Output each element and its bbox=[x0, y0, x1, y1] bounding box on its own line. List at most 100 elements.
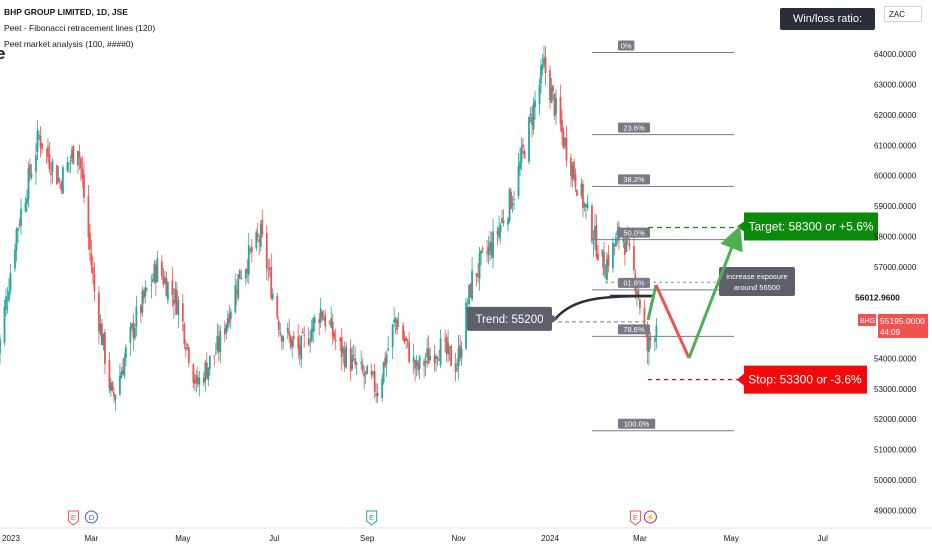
last-price-bg bbox=[878, 313, 928, 338]
candle-body bbox=[648, 336, 650, 352]
last-price-label: 55195.0000 bbox=[880, 316, 925, 326]
candle-body bbox=[166, 282, 169, 301]
y-tick-label: 52000.0000 bbox=[874, 415, 917, 424]
candle-body bbox=[394, 318, 397, 323]
candle-body bbox=[391, 324, 394, 347]
candle-body bbox=[570, 157, 572, 177]
candle-body bbox=[256, 233, 259, 238]
marker-circle bbox=[643, 510, 657, 524]
annotations: Trend: 55200 increase exposure around 5650… bbox=[467, 212, 928, 394]
symbol-title[interactable]: BHP GROUP LIMITED, 1D, JSE bbox=[4, 7, 128, 17]
target-label: Target: 58300 or +5.6% bbox=[748, 219, 873, 233]
y-tick-label: 57000.0000 bbox=[874, 263, 917, 272]
currency-button[interactable]: ZAC bbox=[884, 6, 922, 22]
dividend-marker-icon[interactable]: D bbox=[84, 510, 98, 524]
candle-body bbox=[616, 230, 619, 236]
candle-body bbox=[172, 299, 175, 305]
candle-body bbox=[468, 285, 470, 305]
candle-body bbox=[118, 375, 121, 395]
candle-body bbox=[439, 338, 442, 366]
fib-level-label: 50.0% bbox=[623, 228, 645, 237]
candle-body bbox=[151, 279, 154, 282]
candle-body bbox=[351, 355, 354, 370]
candle-body bbox=[219, 330, 222, 353]
candle-body bbox=[265, 232, 268, 269]
candle-body bbox=[522, 144, 524, 148]
candle-body bbox=[292, 335, 295, 339]
candle-body bbox=[427, 348, 430, 364]
candle-body bbox=[0, 338, 1, 354]
candle-body bbox=[418, 356, 421, 369]
candle-body bbox=[56, 165, 58, 185]
chart-header: BHP GROUP LIMITED, 1D, JSE Peet - Fibona… bbox=[4, 4, 155, 52]
candle-body bbox=[300, 336, 303, 360]
clipped-chart-letter: e bbox=[0, 44, 6, 63]
candle-body bbox=[555, 97, 557, 115]
candle-body bbox=[513, 199, 515, 201]
candle-body bbox=[35, 155, 37, 172]
candle-body bbox=[637, 289, 640, 297]
candle-body bbox=[628, 243, 631, 247]
candle-body bbox=[381, 378, 384, 399]
candle-body bbox=[607, 254, 610, 267]
candle-body bbox=[585, 204, 587, 208]
candle-body bbox=[3, 306, 6, 343]
candle-body bbox=[538, 84, 541, 105]
marker-text: E bbox=[369, 513, 374, 522]
candle-body bbox=[208, 355, 211, 370]
candle-body bbox=[627, 238, 629, 240]
candle-body bbox=[177, 299, 180, 316]
candle-body bbox=[562, 130, 565, 148]
candle-body bbox=[187, 347, 190, 363]
candle-body bbox=[438, 359, 441, 361]
candle-body bbox=[183, 323, 186, 345]
fibonacci-levels: 0% 23.6% 38.2% 50.0% 61.8% 78.6% 100.0% bbox=[592, 40, 734, 432]
candle-body bbox=[71, 149, 73, 159]
candle-body bbox=[502, 220, 505, 224]
earnings-marker-icon[interactable]: E bbox=[629, 510, 641, 526]
candle-body bbox=[576, 189, 578, 196]
candle-body bbox=[496, 231, 499, 235]
x-tick-label: Mar bbox=[633, 534, 647, 543]
event-markers: E D E E ⚡ bbox=[67, 510, 657, 526]
candle-body bbox=[15, 229, 18, 252]
candle-body bbox=[334, 339, 337, 341]
candle-body bbox=[101, 323, 103, 346]
candle-body bbox=[435, 356, 438, 359]
candle-body bbox=[352, 355, 355, 357]
candle-body bbox=[51, 161, 54, 172]
candle-body bbox=[364, 371, 367, 373]
fib-label-bg bbox=[618, 122, 650, 133]
candle-body bbox=[121, 369, 124, 375]
candle-body bbox=[478, 253, 481, 279]
scenario-up-leg-2 bbox=[687, 225, 743, 359]
target-pointer bbox=[737, 221, 744, 232]
candle-body bbox=[625, 237, 628, 252]
candle-body bbox=[303, 335, 306, 337]
candle-body bbox=[573, 161, 575, 178]
earnings-marker-icon[interactable]: E bbox=[366, 510, 378, 526]
candle-body bbox=[111, 382, 114, 391]
candle-body bbox=[324, 314, 327, 327]
fib-level-label: 23.6% bbox=[623, 123, 645, 132]
y-tick-label: 53000.0000 bbox=[874, 385, 917, 394]
earnings-marker-icon[interactable]: E bbox=[67, 510, 79, 526]
news-marker-icon[interactable]: ⚡ bbox=[643, 510, 657, 524]
candle-body bbox=[444, 339, 446, 341]
candle-body bbox=[408, 341, 411, 362]
candle-body bbox=[195, 375, 198, 383]
candle-body bbox=[550, 87, 553, 104]
candle-body bbox=[181, 303, 184, 322]
candle-body bbox=[373, 371, 376, 392]
candle-body bbox=[459, 345, 461, 359]
candle-body bbox=[360, 361, 363, 364]
candle-body bbox=[423, 360, 426, 366]
candle-body bbox=[385, 354, 388, 364]
indicator-market-analysis-label[interactable]: Peet market analysis (100, ####0) bbox=[4, 39, 134, 49]
candle-body bbox=[382, 362, 385, 382]
candle-body bbox=[240, 277, 243, 279]
candle-body bbox=[171, 280, 174, 295]
candle-body bbox=[543, 57, 545, 64]
indicator-fibonacci-label[interactable]: Peet - Fibonacci retracement lines (120) bbox=[4, 23, 156, 33]
